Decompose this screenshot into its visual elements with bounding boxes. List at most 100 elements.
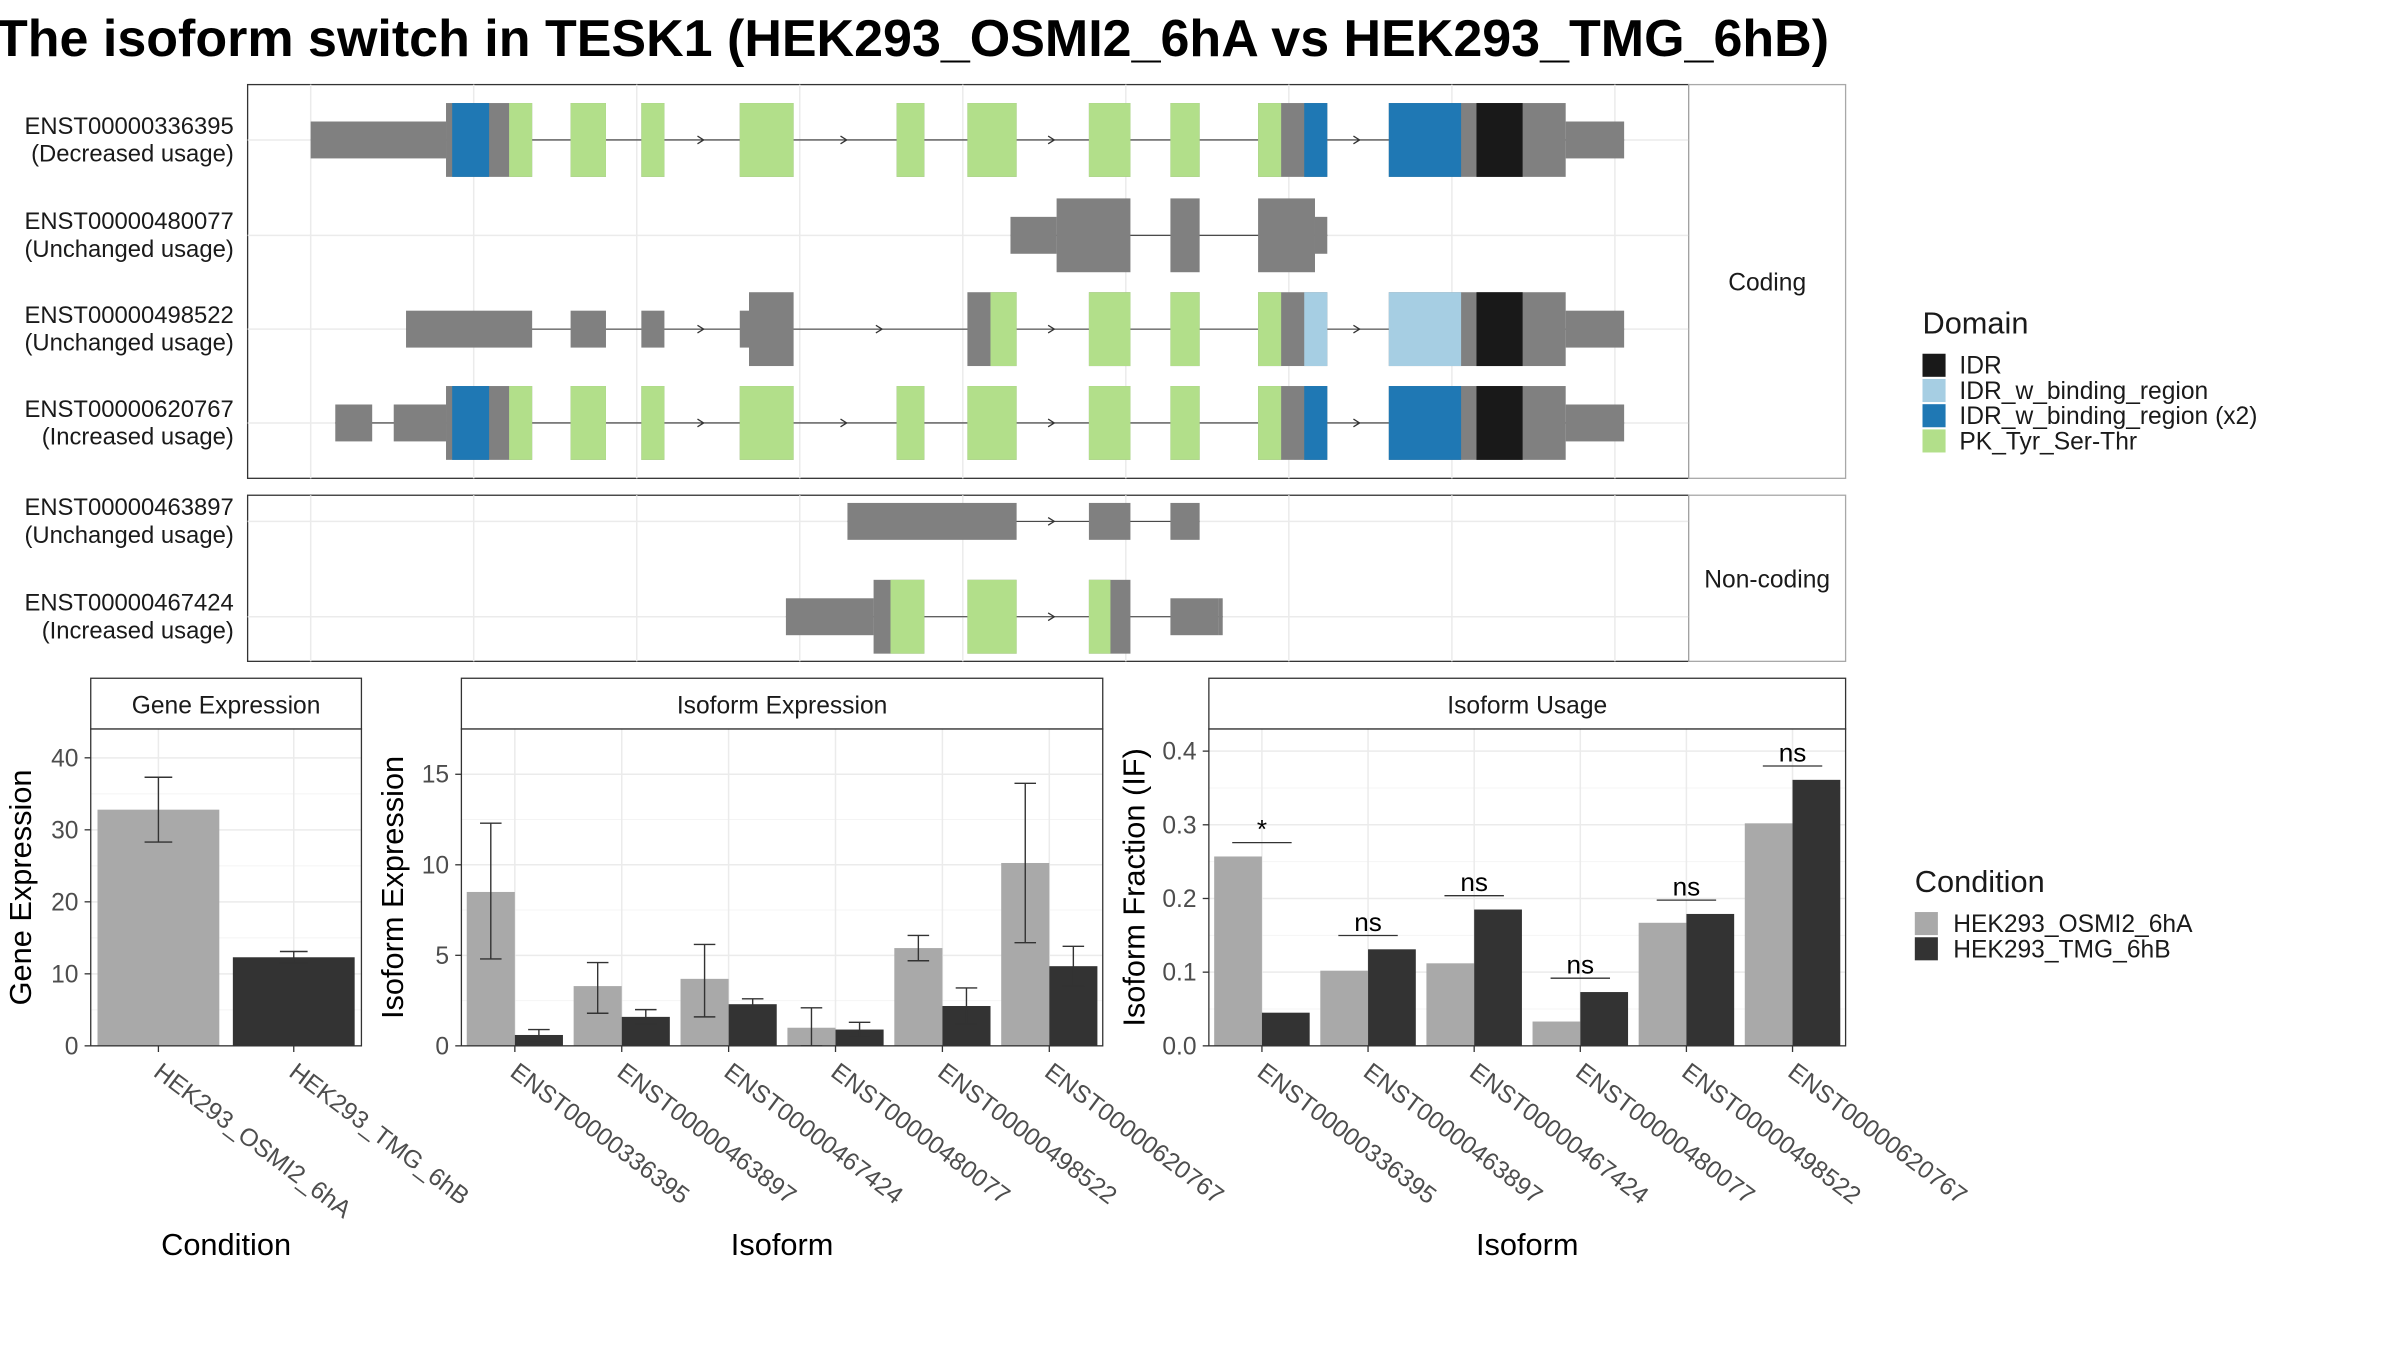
bar	[1638, 922, 1687, 1046]
intron-arrow	[1047, 418, 1056, 428]
protein-domain	[990, 292, 1017, 367]
significance-label: ns	[1354, 907, 1382, 937]
coding-exon	[749, 292, 794, 367]
x-tick-label: ENST00000498522	[933, 1058, 1122, 1210]
condition-legend-label: HEK293_OSMI2_6hA	[1953, 911, 2193, 938]
chart-title: Gene Expression	[132, 693, 321, 720]
significance-label: ns	[1460, 867, 1488, 897]
bar	[1580, 992, 1629, 1046]
intron-arrow	[1047, 612, 1056, 622]
utr-exon	[393, 404, 447, 442]
chart-strip	[90, 677, 363, 730]
chart-plot-area	[461, 729, 1103, 1046]
protein-domain	[896, 103, 925, 177]
bar	[1474, 909, 1522, 1046]
utr-exon	[406, 310, 533, 348]
x-tick-label: ENST00000480077	[1571, 1058, 1760, 1210]
domain-legend-key	[1922, 404, 1946, 428]
protein-domain	[509, 103, 533, 177]
transcript-structure-panel: Coding ENST00000336395(Decreased usage) EN…	[24, 83, 1847, 662]
protein-domain	[1170, 292, 1200, 367]
protein-domain	[1258, 103, 1282, 177]
structure-strip	[1688, 494, 1847, 662]
bar	[1261, 1012, 1310, 1046]
protein-domain	[896, 386, 925, 460]
bar	[1426, 963, 1475, 1046]
transcript-usage-label: (Unchanged usage)	[24, 522, 233, 549]
intron-arrow	[1047, 324, 1056, 334]
utr-exon	[1565, 310, 1625, 348]
transcript-usage-label: (Decreased usage)	[31, 140, 234, 167]
intron-arrow	[1353, 418, 1361, 428]
x-tick-label: ENST00000463897	[612, 1058, 801, 1210]
domain-legend-key	[1922, 353, 1946, 377]
intron-arrow	[697, 324, 705, 334]
significance-label: ns	[1779, 737, 1807, 767]
structure-strip-label: Non-coding	[1704, 567, 1830, 594]
intron-arrow	[840, 135, 848, 145]
protein-domain	[641, 103, 665, 177]
chart-plot-area	[1208, 729, 1846, 1046]
y-tick-label: 10	[422, 852, 449, 879]
condition-legend-label: HEK293_TMG_6hB	[1953, 936, 2170, 963]
bar	[835, 1029, 884, 1046]
y-tick-label: 0.4	[1162, 739, 1196, 766]
protein-domain	[1170, 103, 1200, 177]
y-tick-label: 5	[435, 943, 449, 970]
utr-exon	[1170, 502, 1200, 540]
utr-exon	[847, 502, 1017, 540]
y-tick-label: 0.3	[1162, 812, 1196, 839]
y-tick-label: 0	[65, 1033, 79, 1060]
intron-arrow	[840, 418, 848, 428]
y-tick-label: 15	[422, 762, 449, 789]
protein-domain	[1088, 579, 1111, 654]
protein-domain	[570, 103, 606, 177]
intron-arrow	[697, 135, 705, 145]
intron-arrow	[875, 324, 884, 334]
x-axis-title: Isoform	[731, 1227, 834, 1262]
x-tick-label: ENST00000620767	[1783, 1058, 1972, 1210]
transcript-usage-label: (Increased usage)	[42, 617, 234, 644]
utr-exon	[310, 121, 447, 159]
domain-legend-title: Domain	[1923, 306, 2029, 341]
protein-domain	[1388, 386, 1462, 460]
bar	[1532, 1021, 1581, 1046]
protein-domain	[1088, 103, 1131, 177]
x-tick-label: ENST00000620767	[1040, 1058, 1229, 1210]
transcript-usage-label: (Increased usage)	[42, 423, 234, 450]
y-tick-label: 20	[51, 889, 78, 916]
significance-label: ns	[1673, 871, 1701, 901]
utr-exon	[1088, 502, 1131, 540]
protein-domain	[509, 386, 533, 460]
y-tick-label: 40	[51, 745, 78, 772]
domain-legend-label: IDR_w_binding_region (x2)	[1959, 403, 2257, 430]
structure-strip-label: Coding	[1728, 270, 1806, 297]
chart-strip	[1208, 677, 1847, 730]
protein-domain	[1476, 386, 1523, 460]
structure-strip	[1688, 83, 1847, 479]
domain-legend-key	[1922, 378, 1946, 403]
protein-domain	[1258, 292, 1282, 367]
condition-legend-key	[1914, 912, 1938, 936]
protein-domain	[1088, 292, 1131, 367]
utr-exon	[785, 598, 874, 636]
bar	[1320, 970, 1369, 1046]
x-tick-label: ENST00000336395	[1252, 1058, 1441, 1210]
x-tick-label: ENST00000467424	[1464, 1058, 1653, 1210]
utr-exon	[739, 310, 750, 348]
transcript-id-label: ENST00000336395	[24, 113, 233, 140]
utr-exon	[641, 310, 665, 348]
utr-exon	[570, 310, 606, 348]
x-tick-label: ENST00000336395	[505, 1058, 694, 1210]
chart-panel-border	[90, 728, 363, 1047]
condition-legend-key	[1914, 937, 1938, 961]
protein-domain	[452, 386, 490, 460]
x-axis-title: Condition	[161, 1227, 291, 1262]
transcript-usage-label: (Unchanged usage)	[24, 236, 233, 263]
intron-arrow	[697, 418, 705, 428]
protein-domain	[1258, 386, 1282, 460]
utr-exon	[1314, 216, 1328, 254]
utr-exon	[1010, 216, 1057, 254]
intron-arrow	[1353, 324, 1361, 334]
protein-domain	[739, 103, 794, 177]
